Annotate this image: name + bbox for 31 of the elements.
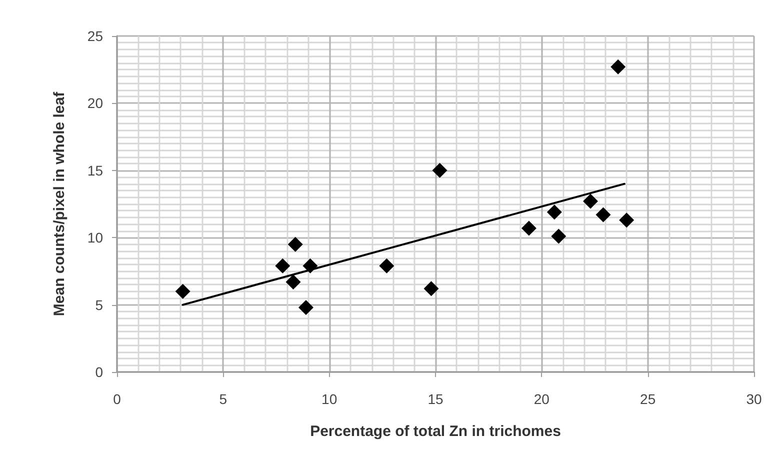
x-tick-label: 15 xyxy=(428,391,444,407)
point xyxy=(610,59,626,74)
y-tick-label: 20 xyxy=(87,95,104,112)
point xyxy=(551,228,566,244)
y-tick-label: 10 xyxy=(87,230,104,246)
point xyxy=(302,258,318,274)
x-tick-label: 25 xyxy=(640,391,656,407)
point xyxy=(175,284,190,299)
x-tick-label: 0 xyxy=(113,391,122,407)
x-tick-label: 30 xyxy=(746,391,762,407)
x-axis-title: Percentage of total Zn in trichomes xyxy=(310,423,561,440)
x-tick-label: 5 xyxy=(219,391,228,407)
y-tick-label: 15 xyxy=(87,162,104,178)
point xyxy=(275,258,290,274)
point xyxy=(379,258,394,274)
x-tick-label: 20 xyxy=(534,391,550,407)
point xyxy=(619,212,634,228)
x-tick-label: 10 xyxy=(322,391,338,407)
point xyxy=(546,204,562,220)
point xyxy=(583,194,598,209)
point xyxy=(298,300,314,315)
y-axis-title: Mean counts/pixel in whole leaf xyxy=(51,90,68,316)
point xyxy=(424,281,439,296)
point xyxy=(432,162,448,178)
point xyxy=(521,220,536,236)
y-tick-label: 5 xyxy=(95,296,104,313)
point xyxy=(288,236,303,252)
point xyxy=(596,207,611,222)
point xyxy=(286,274,301,290)
y-tick-label: 0 xyxy=(95,364,104,380)
y-tick-label: 25 xyxy=(87,28,104,44)
